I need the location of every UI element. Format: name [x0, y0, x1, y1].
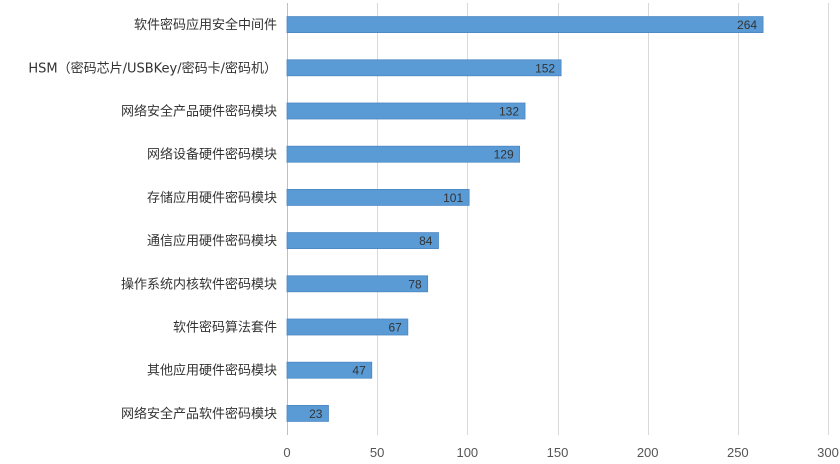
bar-9 [286, 361, 373, 379]
x-tick-label-50: 50 [370, 445, 384, 460]
data-label-2: 152 [535, 61, 555, 75]
bars [286, 16, 764, 422]
category-labels: 软件密码应用安全中间件 HSM（密码芯片/USBKey/密码卡/密码机） 网络安全产… [28, 17, 277, 422]
data-label-3: 132 [499, 105, 519, 119]
category-label-3: 网络安全产品硬件密码模块 [121, 104, 277, 120]
category-label-10: 网络安全产品软件密码模块 [121, 406, 277, 422]
data-label-8: 67 [388, 321, 402, 335]
x-tick-label-0: 0 [283, 445, 290, 460]
x-tick-label-150: 150 [547, 445, 569, 460]
data-label-7: 78 [408, 277, 422, 291]
data-labels: 264 152 132 129 101 84 78 67 47 23 [309, 18, 757, 421]
bar-10 [286, 404, 329, 422]
bar-7 [286, 275, 429, 293]
data-label-5: 101 [443, 191, 463, 205]
bar-2 [286, 59, 562, 77]
category-label-5: 存储应用硬件密码模块 [147, 190, 277, 206]
data-label-1: 264 [737, 18, 757, 32]
data-label-4: 129 [494, 148, 514, 162]
category-label-4: 网络设备硬件密码模块 [147, 147, 277, 163]
x-tick-label-250: 250 [727, 445, 749, 460]
bar-5 [286, 188, 470, 206]
x-axis-tick-labels: 0 50 100 150 200 250 300 [283, 445, 838, 460]
data-label-6: 84 [419, 234, 433, 248]
x-tick-label-200: 200 [637, 445, 659, 460]
category-label-1: 软件密码应用安全中间件 [134, 17, 277, 33]
category-label-8: 软件密码算法套件 [173, 320, 277, 336]
x-tick-label-300: 300 [817, 445, 839, 460]
bar-4 [286, 145, 521, 163]
category-label-2: HSM（密码芯片/USBKey/密码卡/密码机） [28, 60, 277, 76]
bar-6 [286, 232, 439, 250]
x-tick-label-100: 100 [456, 445, 478, 460]
data-label-9: 47 [352, 364, 366, 378]
category-label-6: 通信应用硬件密码模块 [147, 233, 277, 249]
bar-1 [286, 16, 764, 34]
bar-8 [286, 318, 409, 336]
category-label-9: 其他应用硬件密码模块 [147, 363, 277, 379]
data-label-10: 23 [309, 407, 323, 421]
bar-3 [286, 102, 526, 120]
category-label-7: 操作系统内核软件密码模块 [121, 276, 277, 292]
